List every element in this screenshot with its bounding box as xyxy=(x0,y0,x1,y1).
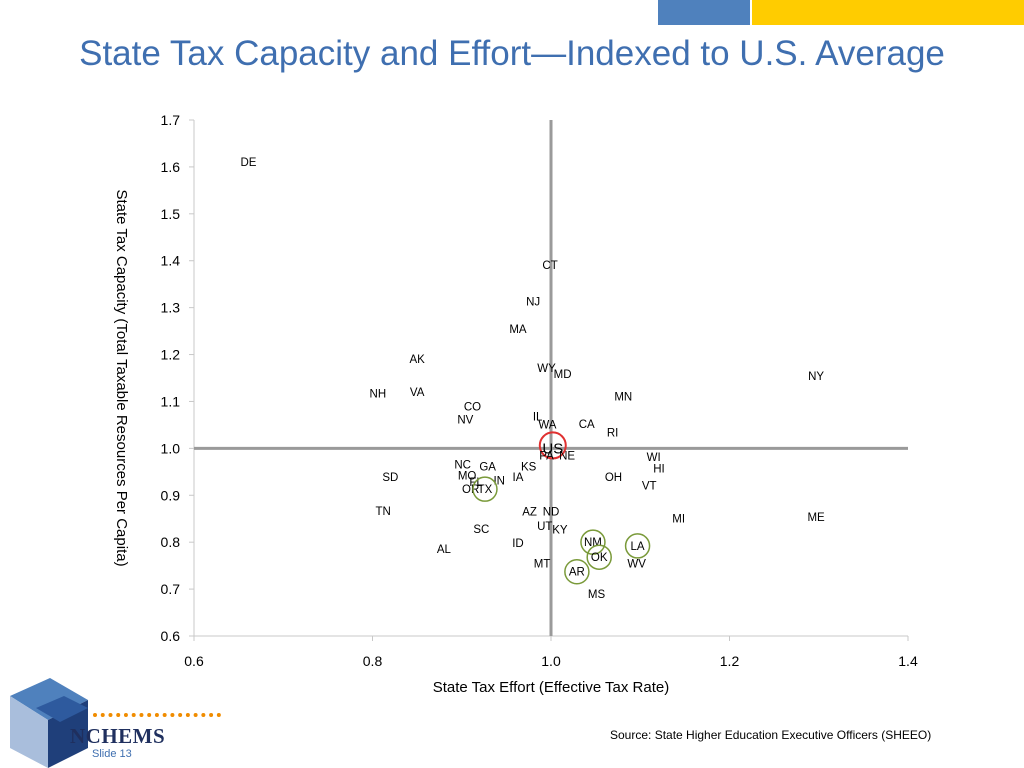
y-tick-label: 1.6 xyxy=(161,159,181,175)
y-tick-label: 1.7 xyxy=(161,112,181,128)
point-label-la: LA xyxy=(631,541,645,553)
point-label-hi: HI xyxy=(653,464,665,476)
point-label-ct: CT xyxy=(542,260,557,272)
nchems-logo-icon xyxy=(10,678,88,768)
x-tick-label: 1.2 xyxy=(720,653,740,669)
point-label-nj: NJ xyxy=(526,297,540,309)
point-label-co: CO xyxy=(464,402,481,414)
reference-lines xyxy=(194,120,908,636)
x-axis-label: State Tax Effort (Effective Tax Rate) xyxy=(433,679,670,696)
y-tick-label: 1.0 xyxy=(161,440,181,456)
source-note: Source: State Higher Education Executive… xyxy=(610,728,932,742)
point-label-ks: KS xyxy=(521,462,537,474)
point-label-ar: AR xyxy=(569,567,585,579)
point-label-ms: MS xyxy=(588,589,606,601)
y-tick-label: 1.2 xyxy=(161,347,181,363)
logo-wordmark: NCHEMS xyxy=(70,724,166,748)
y-axis-label: State Tax Capacity (Total Taxable Resour… xyxy=(113,189,130,566)
point-label-ri: RI xyxy=(607,427,619,439)
point-label-nc: NC xyxy=(454,459,471,471)
highlight-circle-la xyxy=(624,533,651,559)
x-tick-label: 1.0 xyxy=(541,653,561,669)
point-label-ma: MA xyxy=(509,324,527,336)
header-accent-yellow xyxy=(752,0,1024,25)
x-tick-label: 0.8 xyxy=(363,653,383,669)
point-label-mi: MI xyxy=(672,513,685,525)
point-label-va: VA xyxy=(410,387,425,399)
point-label-ky: KY xyxy=(552,525,568,537)
x-tick-label: 1.4 xyxy=(898,653,918,669)
point-label-pa: PA xyxy=(539,450,554,462)
logo-dotted-rule xyxy=(93,713,221,717)
point-label-nm: NM xyxy=(584,537,602,549)
slide-title: State Tax Capacity and Effort—Indexed to… xyxy=(79,34,945,73)
point-label-de: DE xyxy=(240,157,256,169)
point-label-vt: VT xyxy=(642,480,657,492)
point-label-ny: NY xyxy=(808,371,824,383)
point-label-sd: SD xyxy=(382,472,398,484)
point-label-ak: AK xyxy=(409,354,425,366)
point-label-al: AL xyxy=(437,544,452,556)
point-label-us: US xyxy=(542,440,563,457)
header-accent-blue xyxy=(658,0,750,25)
point-label-nv: NV xyxy=(457,414,473,426)
point-label-mn: MN xyxy=(614,391,632,403)
x-tick-label: 0.6 xyxy=(184,653,204,669)
highlight-circle-us xyxy=(538,431,567,460)
point-label-wy: WY xyxy=(537,363,556,375)
point-label-oh: OH xyxy=(605,472,622,484)
point-label-nh: NH xyxy=(370,388,387,400)
point-label-in: IN xyxy=(493,476,505,488)
highlight-circle-ar xyxy=(564,558,590,585)
highlight-circle-nm xyxy=(580,529,606,555)
y-tick-label: 1.1 xyxy=(161,393,181,409)
point-label-or: OR xyxy=(462,484,479,496)
highlight-circle-ok xyxy=(586,544,612,570)
point-label-ne: NE xyxy=(559,450,575,462)
point-label-mo: MO xyxy=(458,471,477,483)
point-label-mt: MT xyxy=(534,558,551,570)
point-label-ia: IA xyxy=(513,472,524,484)
slide-number: Slide 13 xyxy=(92,748,132,760)
point-label-md: MD xyxy=(554,369,572,381)
point-label-ga: GA xyxy=(479,462,496,474)
point-label-wv: WV xyxy=(627,558,646,570)
y-tick-label: 0.9 xyxy=(161,487,181,503)
point-label-me: ME xyxy=(807,512,825,524)
y-tick-label: 1.4 xyxy=(161,253,181,269)
point-label-wa: WA xyxy=(538,419,556,431)
point-label-wi: WI xyxy=(647,452,661,464)
y-tick-label: 0.8 xyxy=(161,534,181,550)
y-tick-label: 1.5 xyxy=(161,206,181,222)
point-label-nd: ND xyxy=(543,507,560,519)
y-tick-label: 0.7 xyxy=(161,581,181,597)
chart-axes: 0.6 0.7 0.8 0.9 1.0 1.1 1.2 1.3 1.4 1.5 1.6 1.7 0.6 0… xyxy=(161,112,918,669)
point-label-id: ID xyxy=(512,538,524,550)
point-label-tx: TX xyxy=(478,484,493,496)
point-label-az: AZ xyxy=(522,507,537,519)
point-label-ca: CA xyxy=(579,419,595,431)
point-label-ut: UT xyxy=(537,521,552,533)
point-label-ok: OK xyxy=(591,552,608,564)
y-tick-label: 0.6 xyxy=(161,628,181,644)
y-tick-label: 1.3 xyxy=(161,300,181,316)
point-label-il: IL xyxy=(533,411,543,423)
point-label-tn: TN xyxy=(376,506,391,518)
point-label-sc: SC xyxy=(473,524,489,536)
highlight-circle-tx xyxy=(472,476,498,502)
